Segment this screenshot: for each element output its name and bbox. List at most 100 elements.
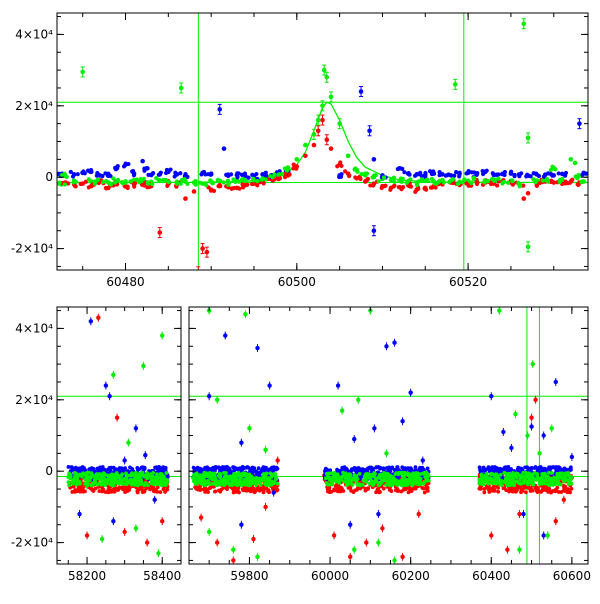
bottom-season-dot xyxy=(381,486,386,491)
top-cluster-dot xyxy=(132,181,138,186)
bottom-season-dot xyxy=(528,486,533,490)
top-cluster-dot xyxy=(73,179,78,184)
bottom-point-0-3 xyxy=(122,456,127,465)
top-cluster-dot xyxy=(280,172,285,177)
top-cluster-dot xyxy=(510,182,515,187)
bottom-season-dot xyxy=(422,471,427,475)
top-point-1-32 xyxy=(315,125,321,137)
top-cluster-dot xyxy=(108,173,113,179)
top-cluster-dot xyxy=(250,172,255,177)
bottom-point-1-13 xyxy=(348,552,353,561)
top-cluster-dot xyxy=(455,181,461,187)
bottom-season-dot xyxy=(509,473,514,477)
top-cluster-dot xyxy=(533,171,539,176)
bottom-season-dot xyxy=(374,465,379,470)
top-point-1-14 xyxy=(183,196,188,201)
bottom-y-axis: -2×10⁴ 0 2×10⁴ 4×10⁴ xyxy=(11,310,588,561)
bottom-season-dot xyxy=(363,475,367,480)
bottom-season-dot xyxy=(526,482,530,487)
bottom-point-0-14 xyxy=(271,488,276,497)
top-cluster-dot xyxy=(59,172,64,178)
top-cluster-dot xyxy=(178,171,183,176)
bottom-season-dot xyxy=(372,471,377,476)
top-cluster-dot xyxy=(66,181,71,186)
top-cluster-dot xyxy=(173,170,178,175)
top-cluster-dot xyxy=(287,172,292,177)
top-cluster-dot xyxy=(353,166,358,171)
top-cluster-dot xyxy=(347,173,352,179)
bottom-season-dot xyxy=(488,476,493,480)
bottom-season-dot xyxy=(329,489,334,494)
top-cluster-dot xyxy=(376,179,381,184)
bottom-point-0-29 xyxy=(529,422,534,431)
top-cluster-dot xyxy=(398,176,404,181)
bottom-season-dot xyxy=(519,466,524,471)
top-x-tick-label-2: 60520 xyxy=(449,275,487,289)
bottom-season-dot xyxy=(568,476,573,481)
bottom-season-dot xyxy=(203,489,208,494)
top-cluster-dot xyxy=(392,179,397,184)
bottom-season-dot xyxy=(569,486,574,491)
bottom-season-dot xyxy=(518,477,523,482)
bottom-season-dot xyxy=(410,483,415,488)
bottom-point-2-21 xyxy=(352,545,357,554)
top-cluster-dot xyxy=(182,177,187,182)
bottom-point-2-23 xyxy=(392,556,397,564)
bottom-season-dot xyxy=(334,474,338,479)
bottom-season-dot xyxy=(233,482,238,487)
bottom-season-dot xyxy=(223,474,228,478)
bottom-season-dot xyxy=(396,472,401,477)
top-cluster-dot xyxy=(339,172,344,177)
bottom-season-dot xyxy=(348,472,352,477)
top-cluster-dot xyxy=(392,183,397,188)
top-cluster-dot xyxy=(83,179,88,184)
top-cluster-dot xyxy=(490,171,495,176)
bottom-season-dot xyxy=(249,487,254,492)
top-cluster-dot xyxy=(488,181,494,187)
bottom-season-dot xyxy=(154,466,159,470)
top-x-tick-label-1: 60500 xyxy=(278,275,316,289)
top-cluster-dot xyxy=(57,171,60,177)
bottom-season-dot xyxy=(139,480,144,485)
bottom-season-dot xyxy=(350,482,355,487)
top-cluster-dot xyxy=(277,169,282,174)
top-cluster-dot xyxy=(263,177,268,182)
bottom-season-dot xyxy=(236,473,241,478)
bottom-season-dot xyxy=(346,482,351,486)
bottom-season-dot xyxy=(513,473,518,478)
top-cluster-dot xyxy=(429,176,435,182)
top-cluster-dot xyxy=(509,169,514,174)
bottom-point-0-22 xyxy=(408,388,413,397)
bottom-point-2-17 xyxy=(356,395,361,404)
bottom-season-dot xyxy=(368,472,372,477)
top-cluster-dot xyxy=(291,166,296,171)
bottom-season-dot xyxy=(390,475,395,479)
top-cluster-dot xyxy=(235,175,240,180)
top-cluster-dot xyxy=(172,174,177,179)
bottom-season-dot xyxy=(162,482,167,487)
top-cluster-dot xyxy=(104,186,109,191)
bottom-season-dot xyxy=(409,489,413,493)
bottom-point-0-0 xyxy=(88,317,94,326)
top-point-2-38 xyxy=(345,153,351,159)
bottom-x-tick-label-0-0: 58200 xyxy=(68,569,106,583)
top-y-tick-label-0: -2×10⁴ xyxy=(11,242,53,256)
top-cluster-dot xyxy=(557,177,562,183)
bottom-season-dot xyxy=(373,477,378,482)
top-cluster-dot xyxy=(408,184,414,189)
bottom-season-dot xyxy=(261,487,266,492)
bottom-point-0-21 xyxy=(400,417,405,426)
bottom-season-dot xyxy=(502,470,507,475)
bottom-point-0-27 xyxy=(501,427,506,436)
top-cluster-dot xyxy=(231,185,236,191)
top-cluster-dot xyxy=(550,164,555,169)
bottom-y-tick-label-3: 4×10⁴ xyxy=(15,321,53,335)
bottom-season-dot xyxy=(556,490,561,494)
bottom-season-dot xyxy=(267,490,271,495)
top-cluster-dot xyxy=(382,175,387,180)
bottom-season-dot xyxy=(526,466,531,471)
bottom-season-dot xyxy=(205,487,210,492)
bottom-season-dot xyxy=(139,487,144,491)
top-cluster-dot xyxy=(489,176,495,182)
top-cluster-dot xyxy=(469,180,474,185)
